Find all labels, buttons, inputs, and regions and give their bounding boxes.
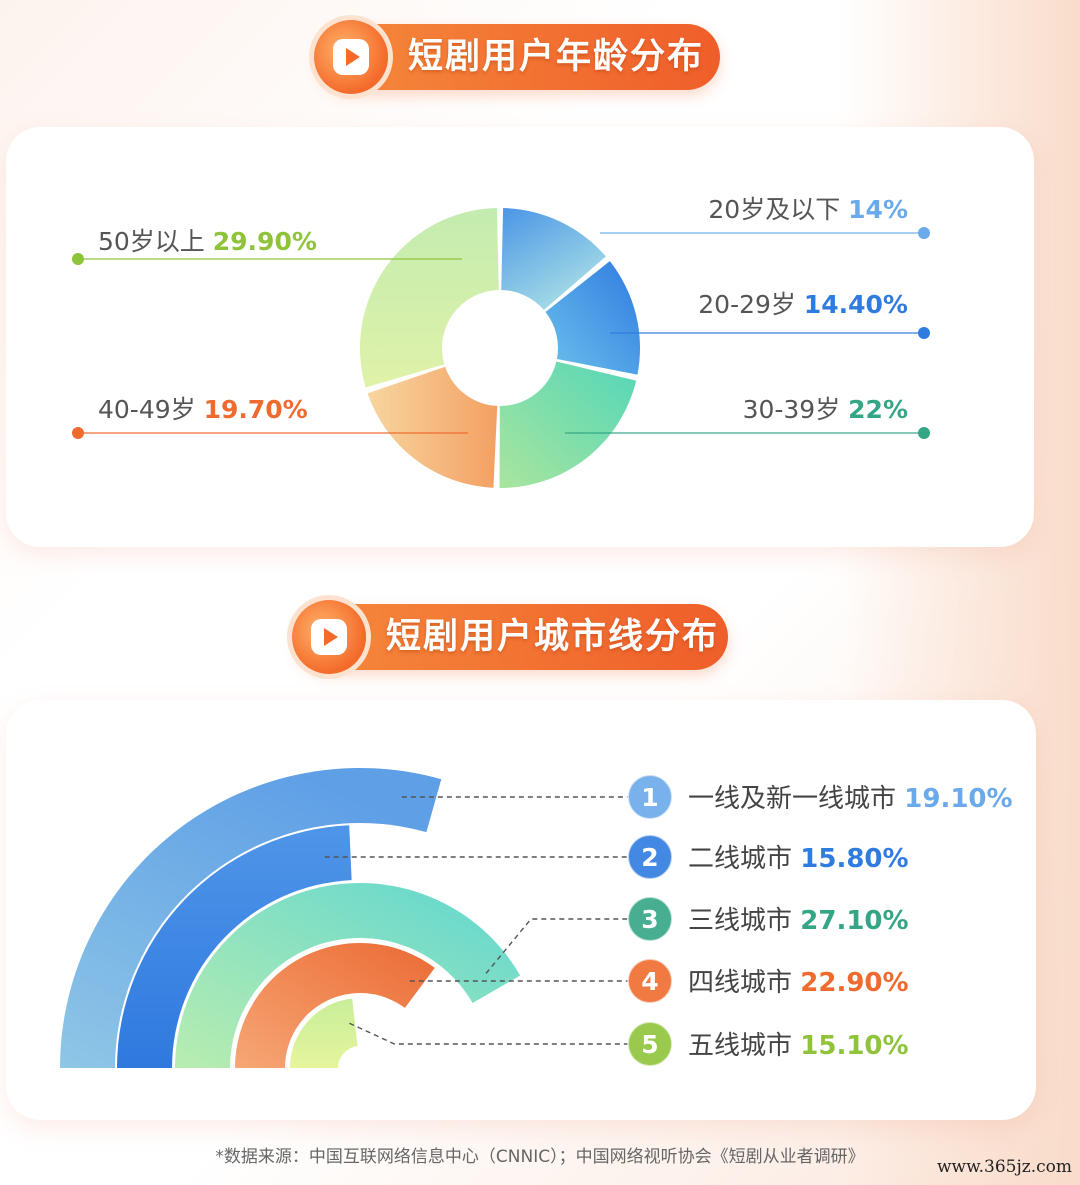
city-title-banner: 短剧用户城市线分布 <box>292 600 728 674</box>
leader-dot-1 <box>918 227 930 239</box>
age-category: 20-29岁 <box>698 290 804 319</box>
age-label-4: 40-49岁 19.70% <box>98 395 308 424</box>
age-category: 50岁以上 <box>98 227 213 256</box>
age-value: 22% <box>848 395 908 424</box>
age-category: 30-39岁 <box>743 395 849 424</box>
donut-slice-2 <box>545 261 640 375</box>
city-title: 短剧用户城市线分布 <box>386 617 720 657</box>
city-card <box>6 700 1036 1120</box>
watermark: www.365jz.com <box>937 1157 1072 1177</box>
donut-slice-5 <box>360 208 499 388</box>
play-icon <box>292 600 366 674</box>
leader-dot-5 <box>72 253 84 265</box>
age-category: 20岁及以下 <box>708 195 848 224</box>
age-title-banner: 短剧用户年龄分布 <box>314 20 720 94</box>
age-title: 短剧用户年龄分布 <box>408 37 705 77</box>
age-donut-chart: 20岁及以下 14% 20-29岁 14.40% 30-39岁 22% 40-49岁 … <box>72 195 930 488</box>
age-value: 19.70% <box>204 395 308 424</box>
age-value: 29.90% <box>213 227 317 256</box>
source-footnote: *数据来源：中国互联网络信息中心（CNNIC）；中国网络视听协会《短剧从业者调研… <box>215 1147 865 1167</box>
donut-slice-4 <box>367 366 498 488</box>
age-label-5: 50岁以上 29.90% <box>98 227 317 256</box>
donut-slice-1 <box>501 208 606 311</box>
age-value: 14% <box>848 195 908 224</box>
donut-slice-3 <box>499 361 637 488</box>
age-category: 40-49岁 <box>98 395 204 424</box>
age-value: 14.40% <box>804 290 908 319</box>
age-label-2: 20-29岁 14.40% <box>698 290 908 319</box>
leader-dot-3 <box>918 427 930 439</box>
leader-dot-4 <box>72 427 84 439</box>
leader-dot-2 <box>918 327 930 339</box>
age-label-1: 20岁及以下 14% <box>708 195 908 224</box>
age-label-3: 30-39岁 22% <box>743 395 908 424</box>
play-icon <box>314 20 388 94</box>
